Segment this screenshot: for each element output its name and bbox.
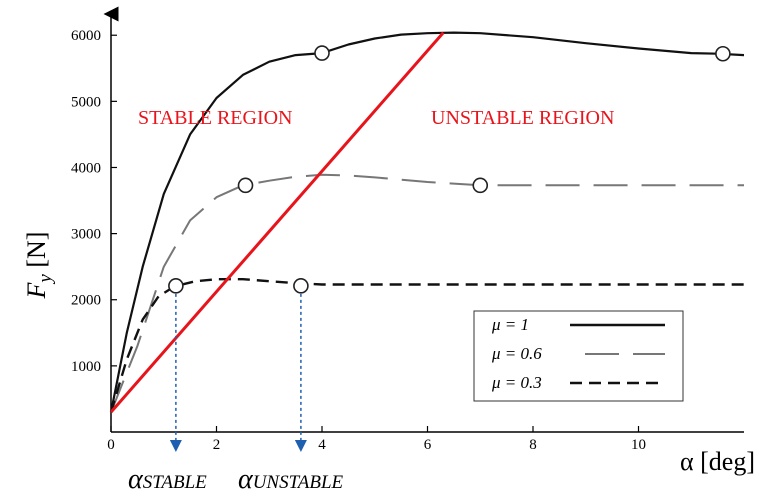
x-axis-label: α [deg]: [680, 447, 755, 476]
y-tick-label: 4000: [71, 160, 101, 176]
x-tick-label: 4: [318, 437, 326, 453]
y-tick-label: 6000: [71, 28, 101, 44]
alpha-guides: [169, 293, 307, 452]
marker-0-1: [715, 45, 731, 62]
alpha-unstable-label: αUNSTABLE: [238, 464, 344, 495]
stability-line: [109, 31, 445, 414]
x-tick-label: 2: [213, 437, 221, 453]
legend-label-mu03: μ = 0.3: [491, 373, 542, 392]
y-axis-label: Fy [N]: [22, 232, 56, 300]
series-lines: [109, 31, 745, 413]
alpha-stable-label: αSTABLE: [128, 464, 207, 495]
x-tick-label: 0: [107, 437, 115, 453]
marker-1-0: [237, 177, 254, 194]
y-tick-label: 2000: [71, 293, 101, 309]
y-tick-label: 3000: [71, 227, 101, 243]
x-tick-label: 8: [529, 437, 537, 453]
stable-region-label: STABLE REGION: [138, 107, 293, 129]
marker-2-0: [168, 278, 184, 294]
series-markers: [168, 45, 731, 294]
marker-2-1: [293, 278, 309, 294]
legend-label-mu1: μ = 1: [491, 315, 529, 334]
marker-0-0: [314, 45, 330, 61]
stability-boundary: [109, 31, 445, 414]
marker-1-1: [472, 177, 489, 194]
series-line-1: [110, 173, 744, 413]
y-tick-label: 1000: [71, 359, 101, 375]
axis-ticks: 1000 2000 3000 4000 5000 6000 0 2 4 6 8 10: [71, 28, 646, 453]
y-tick-label: 5000: [71, 94, 101, 110]
legend-label-mu06: μ = 0.6: [491, 344, 542, 363]
legend: μ = 1 μ = 0.6 μ = 0.3: [473, 310, 684, 402]
unstable-region-label: UNSTABLE REGION: [431, 107, 614, 129]
x-tick-label: 6: [424, 437, 432, 453]
series-line-0: [109, 31, 745, 413]
x-tick-label: 10: [631, 437, 646, 453]
